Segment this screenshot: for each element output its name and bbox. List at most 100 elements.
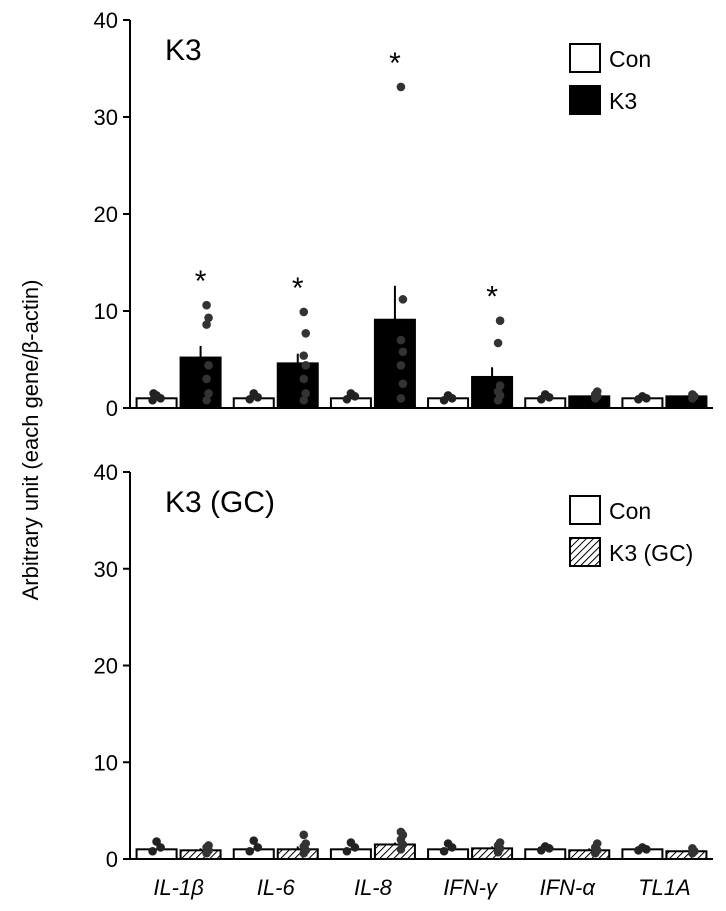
y-tick-label: 0 (106, 847, 118, 872)
panel-1: 0 10 20 30 40 K3 Con K3 * * * * (94, 8, 713, 421)
data-point (299, 830, 309, 840)
data-point (346, 838, 356, 847)
data-point (495, 381, 505, 390)
data-point (253, 843, 263, 852)
data-point (493, 338, 503, 348)
significance-marker: * (486, 281, 498, 314)
legend-label: K3 (GC) (609, 540, 693, 566)
significance-marker: * (292, 272, 304, 305)
data-point (249, 836, 259, 845)
data-point (299, 395, 309, 405)
y-tick-label: 10 (94, 750, 118, 775)
data-point (398, 379, 408, 389)
panel-title: K3 (GC) (165, 486, 275, 519)
data-point (149, 389, 158, 398)
bar (276, 362, 319, 410)
legend-label: Con (609, 498, 651, 524)
data-point (299, 351, 309, 360)
legend-swatch (569, 537, 601, 567)
bar (471, 375, 514, 409)
y-axis-label: Arbitrary unit (each gene/β-actin) (18, 280, 43, 601)
legend-label: K3 (609, 88, 637, 114)
data-point (202, 395, 211, 405)
category-label: IFN-α (540, 875, 597, 900)
panel-2: 0 10 20 30 40 K3 (GC) Con K3 (GC) IL-1β IL-6 IL-8 I… (94, 460, 713, 900)
bar (373, 843, 416, 860)
data-point (249, 389, 259, 398)
y-tick-label: 10 (94, 299, 118, 324)
data-point (301, 389, 311, 398)
y-tick-label: 20 (94, 202, 118, 227)
y-tick-label: 40 (94, 8, 118, 33)
data-point (152, 837, 161, 846)
data-point (301, 361, 311, 370)
data-point (398, 347, 408, 357)
data-point (301, 839, 311, 848)
y-tick-label: 40 (94, 460, 118, 485)
data-point (299, 374, 309, 384)
y-tick-label: 30 (94, 557, 118, 582)
panel-title: K3 (165, 34, 202, 67)
data-point (204, 313, 213, 323)
category-label: IL-6 (257, 875, 296, 900)
data-point (495, 316, 505, 326)
category-label: IFN-γ (443, 875, 499, 900)
data-point (439, 846, 449, 856)
bar (665, 850, 708, 861)
data-point (688, 844, 697, 853)
bar (179, 849, 222, 860)
legend-swatch (569, 43, 601, 73)
data-point (396, 361, 406, 370)
data-point (245, 846, 255, 856)
bar (135, 848, 178, 861)
data-point (396, 335, 406, 345)
legend-label: Con (609, 46, 651, 72)
category-label: TL1A (638, 875, 691, 900)
y-tick-label: 0 (106, 396, 118, 421)
legend-swatch (569, 495, 601, 525)
bar (276, 848, 319, 861)
data-point (396, 394, 406, 403)
data-point (638, 843, 647, 852)
bar (373, 318, 416, 410)
data-point (148, 846, 157, 856)
bar (329, 848, 372, 861)
data-point (443, 839, 453, 848)
data-point (202, 320, 211, 329)
significance-marker: * (195, 265, 207, 298)
data-point (592, 839, 602, 848)
data-point (638, 392, 647, 401)
data-point (540, 390, 550, 399)
data-point (443, 391, 453, 400)
data-point (688, 390, 697, 399)
data-point (204, 841, 213, 850)
data-point (592, 387, 602, 396)
bar (568, 849, 611, 860)
data-point (540, 842, 550, 851)
significance-marker: * (389, 47, 401, 80)
data-point (342, 846, 352, 856)
data-point (204, 389, 213, 398)
y-tick-label: 30 (94, 105, 118, 130)
data-point (495, 838, 505, 847)
bar (568, 395, 611, 409)
bar (179, 356, 222, 409)
data-point (299, 307, 309, 317)
data-point (346, 389, 356, 398)
y-tick-label: 20 (94, 654, 118, 679)
bar (427, 848, 470, 861)
category-label: IL-8 (354, 875, 393, 900)
legend-swatch (569, 85, 601, 115)
data-point (398, 295, 408, 304)
data-point (202, 374, 211, 384)
data-point (396, 82, 406, 92)
data-point (396, 827, 406, 837)
category-label: IL-1β (153, 875, 204, 900)
bar (665, 395, 708, 409)
data-point (301, 329, 311, 338)
data-point (202, 300, 211, 310)
bar (471, 847, 514, 860)
data-point (204, 361, 213, 370)
bar (232, 848, 275, 861)
